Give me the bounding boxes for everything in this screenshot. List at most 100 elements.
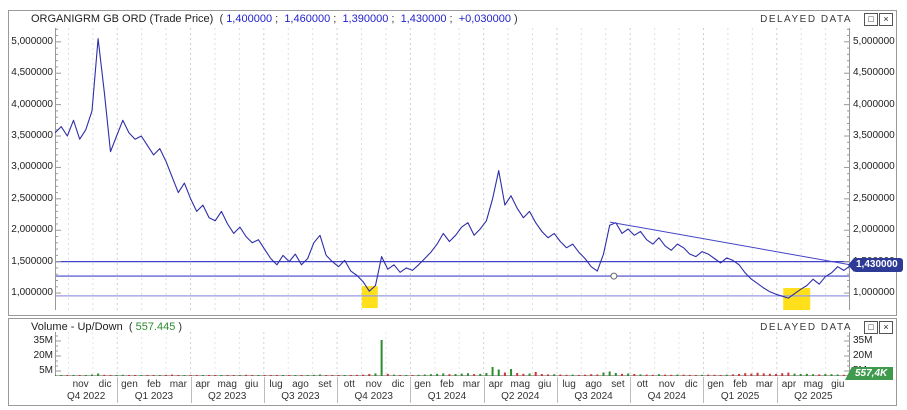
x-quarter-label: Q2 2024 xyxy=(501,391,540,402)
x-month-label: giu xyxy=(538,379,552,390)
x-month-label: dic xyxy=(391,379,405,390)
x-month-label: mag xyxy=(803,379,824,390)
volume-bar xyxy=(577,374,580,376)
x-month-label: mar xyxy=(169,379,187,390)
close-window-icon[interactable]: × xyxy=(879,321,893,334)
volume-bar xyxy=(633,374,636,376)
volume-bar xyxy=(485,373,488,376)
volume-bar xyxy=(442,373,445,376)
volume-bar xyxy=(559,374,562,376)
volume-bar xyxy=(818,374,821,376)
highlight-annotation[interactable] xyxy=(783,288,811,310)
x-month-label: mag xyxy=(217,379,237,390)
volume-panel-window-buttons: □ × xyxy=(864,321,893,334)
x-month-label: feb xyxy=(146,379,161,390)
volume-bar xyxy=(694,375,697,376)
x-month-label: mag xyxy=(510,379,530,390)
volume-bar xyxy=(534,372,537,376)
volume-bar xyxy=(707,374,710,376)
volume-bar xyxy=(781,373,784,376)
volume-bar xyxy=(195,375,198,376)
highlight-annotation[interactable] xyxy=(361,286,378,309)
volume-bar xyxy=(90,374,93,376)
volume-y-axis-label: 35M xyxy=(33,335,53,346)
volume-bar xyxy=(97,373,100,376)
volume-title-text: Volume - Up/Down xyxy=(31,321,123,333)
volume-bar xyxy=(282,375,285,376)
volume-bar xyxy=(405,375,408,376)
price-y-axis-label: 4,500000 xyxy=(11,67,53,79)
volume-chart-canvas[interactable] xyxy=(55,332,850,376)
volume-bar xyxy=(306,375,309,376)
x-month-label: ago xyxy=(585,379,602,390)
volume-bar xyxy=(731,374,734,376)
x-month-label: gen xyxy=(707,379,724,390)
volume-bar xyxy=(436,373,439,376)
price-line[interactable] xyxy=(55,38,850,299)
volume-bar xyxy=(738,374,741,376)
volume-bar xyxy=(725,374,728,376)
volume-bar xyxy=(503,372,506,376)
volume-bar xyxy=(146,375,149,376)
volume-bar xyxy=(164,374,167,376)
volume-bar xyxy=(337,375,340,376)
volume-bar xyxy=(183,375,186,376)
volume-bar xyxy=(787,372,790,376)
x-month-label: nov xyxy=(658,379,675,390)
volume-bar xyxy=(571,374,574,376)
volume-bar xyxy=(670,374,673,376)
close-window-icon[interactable]: × xyxy=(879,13,893,26)
volume-bar xyxy=(399,375,402,376)
volume-bar xyxy=(220,375,223,376)
price-y-axis-label: 3,500000 xyxy=(11,130,53,142)
volume-bar xyxy=(312,374,315,376)
restore-window-icon[interactable]: □ xyxy=(864,13,878,26)
price-y-axis-label: 1,000000 xyxy=(853,287,895,299)
volume-bar xyxy=(830,374,833,376)
price-y-axis-label: 1,500000 xyxy=(11,255,53,267)
trendline-handle-icon[interactable] xyxy=(610,272,618,280)
quarter-separator xyxy=(776,377,778,403)
x-quarter-label: Q2 2025 xyxy=(794,391,833,402)
quarter-separator xyxy=(630,377,632,403)
volume-bar xyxy=(750,373,753,376)
volume-bar xyxy=(651,374,654,376)
volume-bar xyxy=(288,375,291,376)
price-y-axis-label: 2,000000 xyxy=(853,224,895,236)
instrument-name: ORGANIGRM GB ORD (Trade Price) xyxy=(31,13,214,25)
volume-bar xyxy=(411,375,414,376)
x-quarter-label: Q1 2024 xyxy=(427,391,467,402)
restore-window-icon[interactable]: □ xyxy=(864,321,878,334)
volume-y-axis-label: 20M xyxy=(853,350,873,361)
volume-bar xyxy=(251,375,254,376)
trendline[interactable] xyxy=(609,221,850,266)
volume-bar xyxy=(343,375,346,376)
price-y-axis-label: 4,000000 xyxy=(853,98,895,110)
price-chart-canvas[interactable] xyxy=(55,28,850,310)
volume-bar xyxy=(331,375,334,376)
volume-bar xyxy=(349,375,352,376)
volume-bar xyxy=(171,374,174,376)
x-quarter-label: Q4 2022 xyxy=(66,391,106,402)
volume-bar xyxy=(392,374,395,376)
volume-bar xyxy=(756,372,759,376)
volume-panel: Volume - Up/Down ( 557.445 ) DELAYED DAT… xyxy=(8,318,897,406)
x-quarter-label: Q1 2023 xyxy=(134,391,174,402)
x-quarter-label: Q1 2025 xyxy=(720,391,760,402)
x-month-label: gen xyxy=(414,379,431,390)
volume-bar xyxy=(325,375,328,376)
price-y-axis-label: 4,500000 xyxy=(853,67,895,79)
price-y-axis-label: 2,500000 xyxy=(11,192,53,204)
price-y-axis-label: 2,500000 xyxy=(853,192,895,204)
volume-bar xyxy=(362,374,365,376)
volume-bar xyxy=(177,375,180,376)
volume-bar xyxy=(590,374,593,376)
volume-bar xyxy=(602,372,605,376)
volume-bar xyxy=(713,374,716,376)
volume-bar xyxy=(238,375,241,376)
volume-bar xyxy=(664,374,667,376)
volume-bar xyxy=(201,375,204,376)
volume-bar xyxy=(627,373,630,376)
price-panel-title: ORGANIGRM GB ORD (Trade Price) ( 1,40000… xyxy=(31,13,518,25)
volume-bar xyxy=(824,374,827,376)
